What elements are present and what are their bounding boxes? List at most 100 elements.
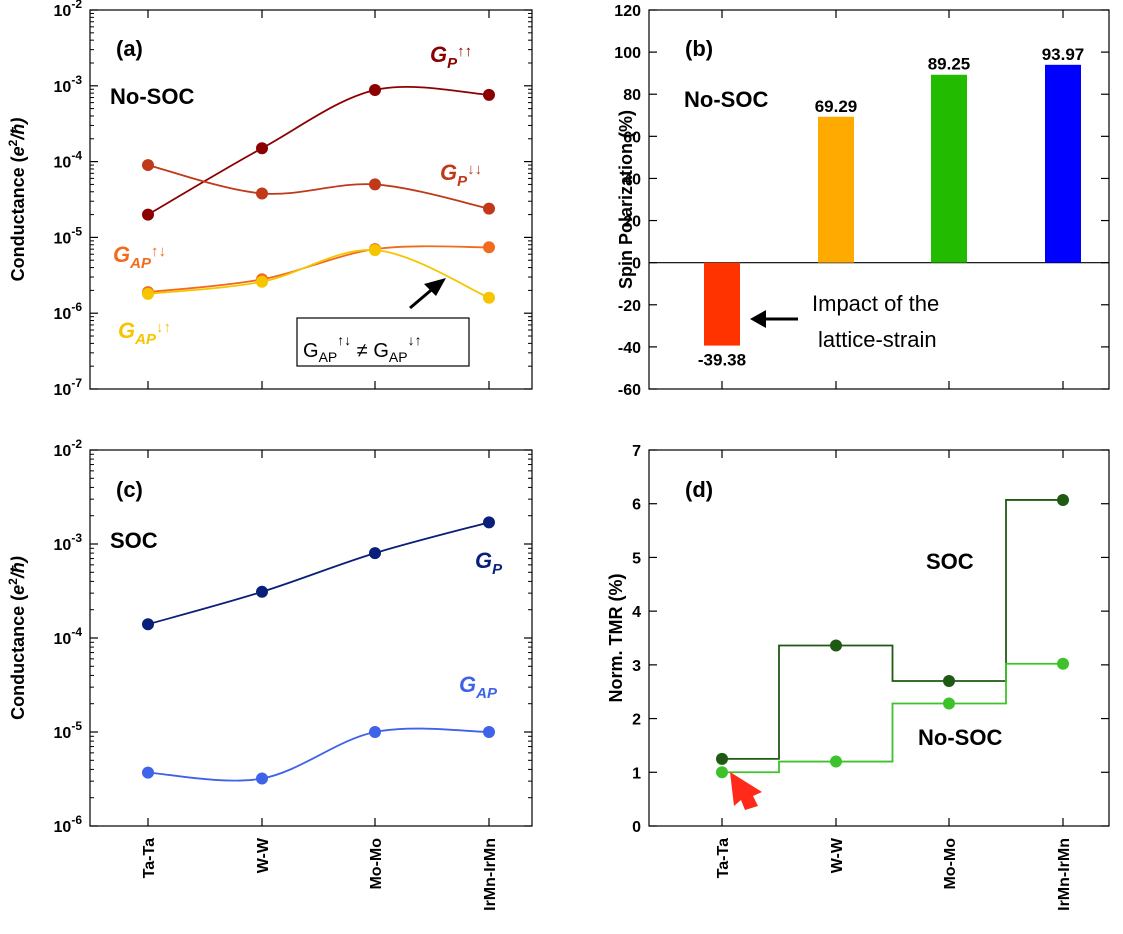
y-tick-label: 100 (614, 45, 641, 62)
y-tick-label: 0 (632, 819, 641, 836)
y-tick-label: 40 (623, 171, 641, 188)
annotation-no-soc: No-SOC (110, 84, 194, 109)
label-gp: GP (475, 548, 503, 578)
data-point (256, 187, 268, 200)
series-step-line (722, 662, 1063, 774)
data-point (256, 275, 268, 288)
data-point (369, 726, 381, 738)
series-line (147, 245, 490, 293)
plot-frame (648, 449, 1110, 827)
pointer-arrow-head (424, 278, 446, 296)
data-point (369, 84, 381, 97)
panel-label: (c) (116, 477, 143, 502)
label-gp-downdown: GP↓↓ (440, 160, 482, 190)
bar (931, 74, 967, 263)
y-tick-label: 6 (632, 497, 641, 514)
y-tick-label: 10-6 (54, 813, 83, 836)
label-no-soc: No-SOC (918, 725, 1002, 750)
y-tick-label: 10-4 (54, 149, 83, 172)
panel-label: (b) (685, 36, 713, 61)
label-soc: SOC (926, 549, 974, 574)
data-point (830, 755, 842, 768)
y-tick-label: 10-2 (54, 0, 83, 20)
data-point (716, 752, 728, 765)
data-point (943, 674, 955, 687)
pointer-arrow-head (750, 310, 766, 328)
label-gap-downup: GAP↓↑ (118, 318, 171, 348)
bar (1045, 64, 1081, 263)
bar (704, 262, 740, 346)
panel-a: 10-7 10-6 10-5 10-4 10-3 10-2 Conductance (e2/… (6, 0, 533, 399)
annotation-no-soc: No-SOC (684, 87, 768, 112)
bar-value-label: -39.38 (698, 351, 746, 370)
data-point (1057, 493, 1069, 506)
data-point (943, 697, 955, 710)
arrow-text: Impact of the (812, 291, 939, 316)
plot-frame (648, 9, 1110, 390)
y-tick-label: 10-3 (54, 73, 83, 96)
x-axis-labels-right: Ta-Ta W-W Mo-Mo IrMn-IrMn (715, 837, 1073, 911)
series-line (147, 521, 490, 626)
data-point (256, 585, 268, 598)
data-point (716, 766, 728, 779)
y-tick-label: 10-5 (54, 224, 83, 247)
y-tick-label: 0 (632, 256, 641, 273)
x-tick-label: W-W (829, 837, 846, 873)
y-tick-label: 60 (623, 129, 641, 146)
y-tick-label: -40 (618, 340, 641, 357)
y-tick-label: 7 (632, 443, 641, 460)
label-gap-updown: GAP↑↓ (113, 242, 166, 272)
y-tick-label: 120 (614, 3, 641, 20)
series-step-line (722, 499, 1063, 760)
y-tick-label: 1 (632, 765, 641, 782)
y-tick-label: 2 (632, 712, 641, 729)
panel-c: 10-6 10-5 10-4 10-3 10-2 Conductance (e2/ħ) (c… (6, 437, 533, 836)
bar-value-label: 93.97 (1042, 45, 1085, 64)
data-point (142, 766, 154, 779)
data-point (256, 142, 268, 155)
inset-text: GAP↑↓ ≠ GAP↓↑ (303, 332, 422, 365)
data-point (483, 88, 495, 101)
bar-value-label: 69.29 (815, 97, 858, 116)
y-axis-title: Conductance (e2/ħ) (6, 556, 28, 720)
y-tick-label: 80 (623, 87, 641, 104)
data-point (830, 639, 842, 652)
data-point (483, 516, 495, 529)
y-tick-label: 10-5 (54, 719, 83, 742)
panel-label: (a) (116, 36, 143, 61)
data-point (1057, 657, 1069, 670)
y-tick-label: 10-6 (54, 300, 83, 323)
inset-box (296, 317, 470, 367)
data-point (369, 244, 381, 257)
x-tick-label: Mo-Mo (942, 838, 959, 890)
y-tick-label: -20 (618, 298, 641, 315)
data-point (142, 159, 154, 172)
data-point (483, 291, 495, 304)
plot-frame (89, 449, 533, 827)
bar (818, 116, 854, 263)
series-line (147, 86, 490, 216)
y-axis-title: Conductance (e2/ħ) (6, 118, 28, 282)
y-tick-label: 10-3 (54, 531, 83, 554)
x-tick-label: IrMn-IrMn (1056, 838, 1073, 911)
data-point (142, 618, 154, 631)
y-tick-label: 4 (632, 604, 641, 621)
y-tick-label: 10-4 (54, 625, 83, 648)
panel-label: (d) (685, 477, 713, 502)
red-pointer-icon (730, 772, 762, 810)
panel-d: 0 1 2 3 4 5 6 7 Norm. TMR (%) (d) SOC No-SOC (606, 443, 1110, 836)
x-tick-label: IrMn-IrMn (482, 838, 499, 911)
data-point (142, 208, 154, 221)
y-tick-label: 10-7 (54, 376, 83, 399)
plot-frame (89, 9, 533, 390)
series-line (147, 249, 490, 299)
series-line (147, 727, 490, 782)
data-point (483, 241, 495, 254)
x-tick-label: Mo-Mo (368, 838, 385, 890)
data-point (483, 202, 495, 215)
y-tick-label: -60 (618, 382, 641, 399)
data-point (256, 772, 268, 785)
y-axis-title: Spin Polarization (%) (616, 110, 636, 289)
data-point (483, 726, 495, 738)
